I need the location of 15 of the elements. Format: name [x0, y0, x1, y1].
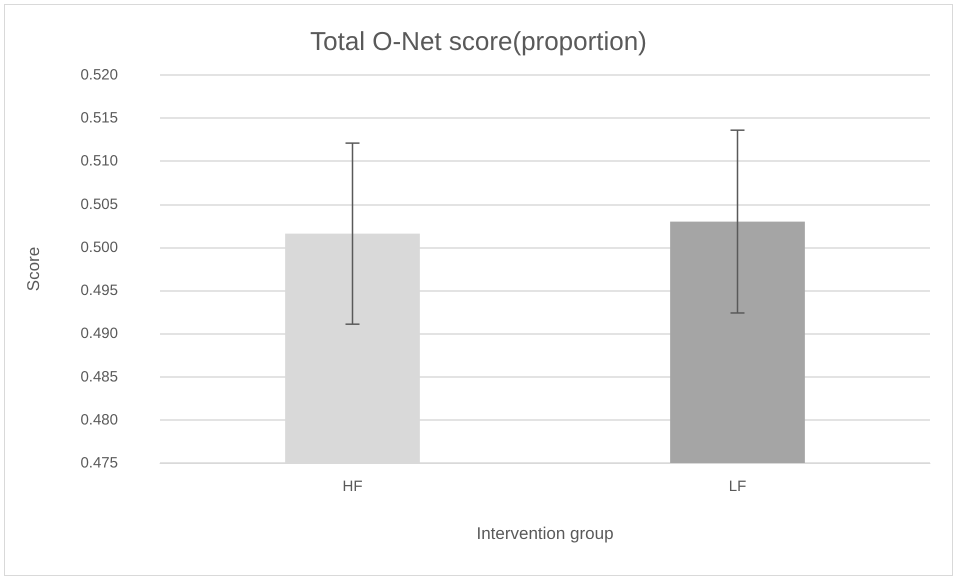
y-axis-title: Score	[24, 246, 43, 292]
y-tick-label: 0.505	[80, 196, 118, 213]
x-axis-title: Intervention group	[476, 524, 614, 543]
y-tick-label: 0.480	[80, 411, 118, 428]
y-tick-label: 0.515	[80, 110, 118, 127]
y-tick-label: 0.485	[80, 368, 118, 386]
y-tick-label: 0.495	[80, 282, 118, 300]
y-tick-label: 0.490	[80, 325, 118, 342]
x-tick-label: HF	[342, 478, 362, 495]
x-tick-label: LF	[728, 478, 746, 495]
y-tick-label: 0.475	[80, 454, 118, 472]
y-tick-label: 0.510	[80, 152, 118, 170]
chart-title: Total O-Net score(proportion)	[310, 26, 647, 56]
y-tick-label: 0.520	[80, 66, 118, 84]
y-tick-label: 0.500	[80, 238, 118, 256]
